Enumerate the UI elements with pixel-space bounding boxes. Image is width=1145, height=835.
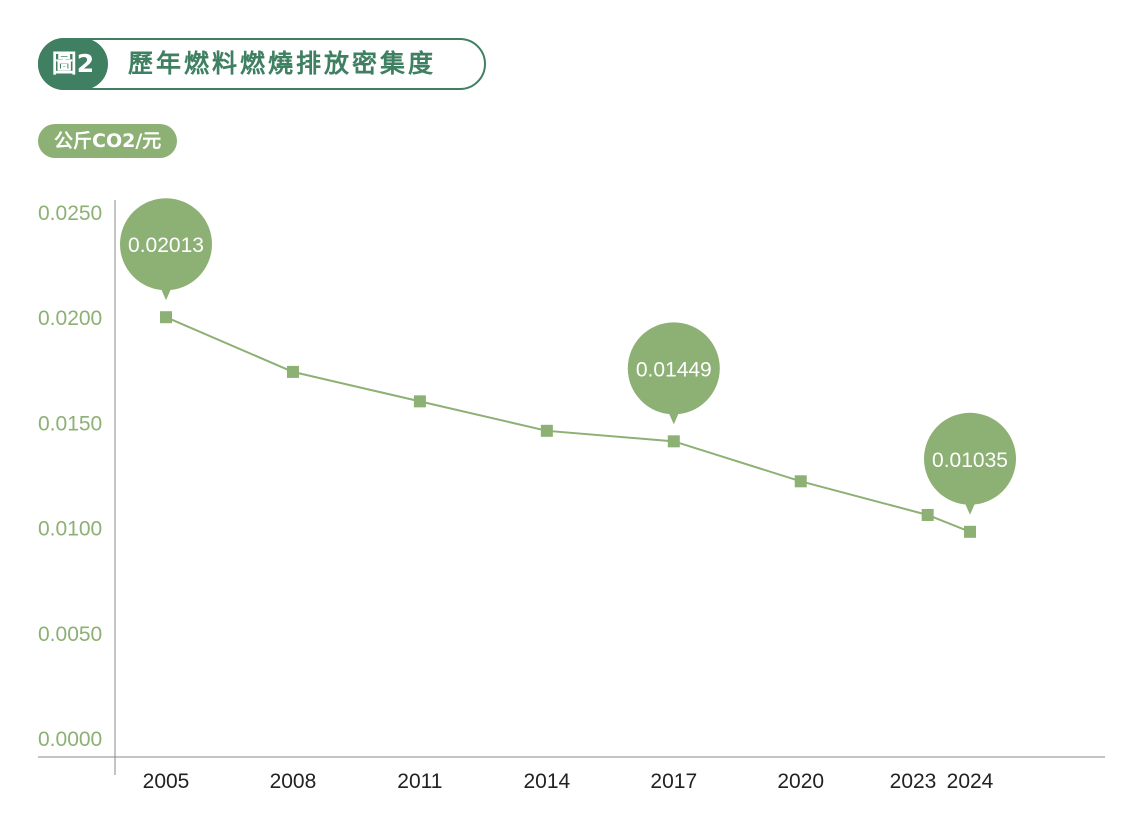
data-point: [160, 311, 172, 324]
data-point: [413, 395, 426, 408]
y-tick-label: 0.0250: [38, 202, 102, 225]
callout-bubble: [924, 412, 1016, 505]
x-tick-label: 2024: [947, 770, 994, 793]
data-label: 0.02013: [128, 234, 204, 257]
x-tick-label: 2005: [143, 770, 190, 793]
y-tick-label: 0.0050: [38, 623, 102, 646]
data-point: [286, 365, 299, 378]
x-tick-label: 2017: [650, 770, 697, 793]
x-tick-label: 2008: [270, 770, 317, 793]
y-axis-unit: 公斤CO2/元: [38, 124, 178, 158]
y-tick-label: 0.0000: [38, 728, 102, 751]
x-tick-label: 2011: [397, 770, 442, 793]
data-label: 0.01035: [932, 449, 1008, 472]
data-point: [794, 475, 807, 488]
callout-bubble: [120, 198, 212, 291]
x-tick-label: 2023: [890, 770, 937, 793]
data-point: [921, 508, 934, 521]
x-tick-label: 2020: [777, 770, 824, 793]
chart-title-banner: 圖2 歷年燃料燃燒排放密集度: [38, 38, 486, 90]
series-line: [165, 316, 971, 533]
data-point: [964, 525, 976, 538]
data-point: [667, 435, 680, 448]
y-tick-label: 0.0200: [38, 307, 102, 330]
callout-bubble: [627, 322, 720, 415]
y-tick-label: 0.0150: [38, 412, 102, 435]
y-tick-label: 0.0100: [38, 518, 102, 541]
figure-label: 圖2: [38, 38, 108, 90]
data-point: [540, 424, 553, 437]
chart-title: 歷年燃料燃燒排放密集度: [128, 49, 437, 78]
x-tick-label: 2014: [523, 770, 570, 793]
data-label: 0.01449: [636, 358, 712, 381]
